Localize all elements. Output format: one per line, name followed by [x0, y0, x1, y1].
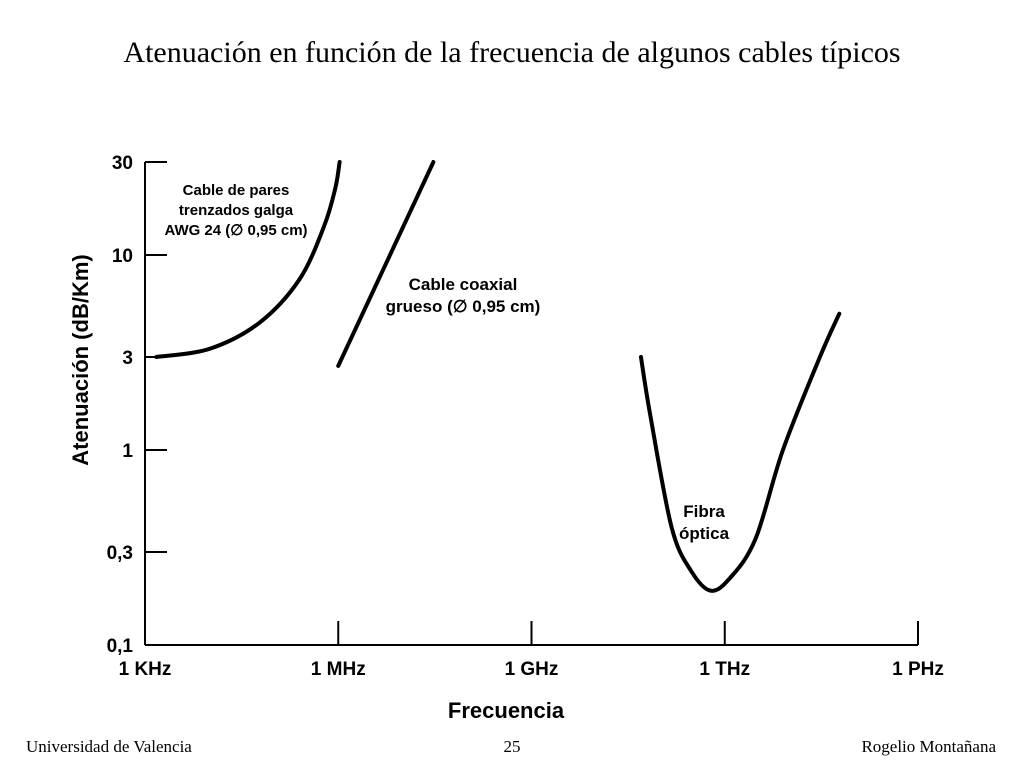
- y-tick-label: 0,3: [107, 543, 133, 564]
- optical-fiber-curve: [638, 311, 842, 593]
- chart-ticks: 30 10 3 1 0,3 0,11 KHz 1 MHz 1 GHz 1 THz 1 PHz: [107, 153, 944, 680]
- slide-title: Atenuación en función de la frecuencia d…: [123, 36, 901, 69]
- y-tick-label: 0,1: [107, 636, 134, 657]
- series-label-line: grueso (∅ 0,95 cm): [386, 297, 541, 316]
- x-tick-label: 1 PHz: [892, 659, 944, 680]
- twisted-pair-curve: [154, 160, 342, 359]
- footer-page-number: 25: [503, 737, 521, 756]
- x-tick-label: 1 MHz: [311, 659, 366, 680]
- x-tick-label: 1 KHz: [119, 659, 172, 680]
- chart-series-lines: [154, 160, 842, 593]
- y-tick-label: 30: [112, 153, 133, 174]
- footer-author: Rogelio Montañana: [861, 737, 996, 756]
- series-label-line: AWG 24 (∅ 0,95 cm): [164, 222, 307, 239]
- x-tick-label: 1 GHz: [505, 659, 559, 680]
- series-label-line: óptica: [679, 524, 730, 543]
- optical-fiber-label: Fibra óptica: [679, 502, 730, 543]
- series-label-line: Fibra: [683, 502, 725, 521]
- x-axis-title: Frecuencia: [448, 698, 565, 723]
- x-tick-label: 1 THz: [699, 659, 750, 680]
- y-tick-label: 3: [122, 348, 133, 369]
- series-label-line: Cable de pares: [183, 182, 290, 199]
- y-axis-title: Atenuación (dB/Km): [68, 254, 93, 465]
- chart-series-labels: Cable de pares trenzados galga AWG 24 (∅ 0…: [164, 182, 729, 543]
- y-tick-label: 10: [112, 246, 133, 267]
- series-label-line: Cable coaxial: [409, 275, 518, 294]
- footer-institution: Universidad de Valencia: [26, 737, 192, 756]
- twisted-pair-label: Cable de pares trenzados galga AWG 24 (∅ 0…: [164, 182, 307, 239]
- series-label-line: trenzados galga: [179, 202, 294, 219]
- y-tick-label: 1: [122, 441, 133, 462]
- coaxial-line: [336, 160, 436, 368]
- coaxial-label: Cable coaxial grueso (∅ 0,95 cm): [386, 275, 541, 316]
